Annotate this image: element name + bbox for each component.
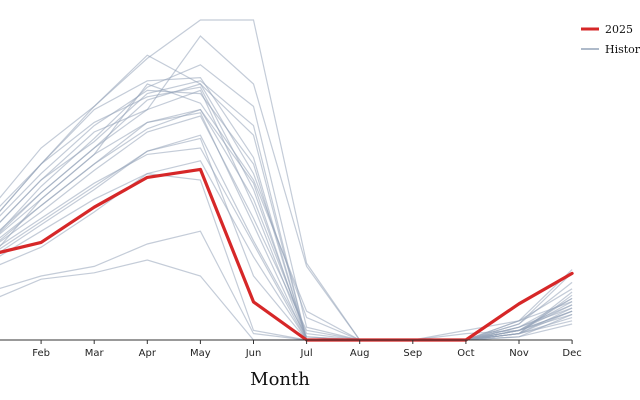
historical-line-hist-10: [0, 160, 573, 341]
x-tick-label-dec: Dec: [562, 348, 581, 359]
x-tick-label-feb: Feb: [32, 348, 50, 359]
highlight-series-group: [0, 167, 574, 342]
historical-line-hist-3: [0, 115, 573, 341]
historical-series-group: [0, 19, 573, 341]
x-axis: Feb Mar Apr May Jun Jul Aug Sep Oct Nov Dec: [0, 339, 582, 359]
x-tick-label-jun: Jun: [245, 348, 262, 359]
historical-line-hist-19: [0, 134, 573, 341]
x-axis-title: Month: [250, 369, 310, 390]
historical-line-hist-21: [0, 19, 573, 341]
series-line-2025: [0, 167, 574, 342]
x-tick-label-oct: Oct: [457, 348, 474, 359]
x-tick-label-jul: Jul: [300, 348, 313, 359]
x-tick-label-aug: Aug: [350, 348, 370, 359]
legend-label-historical: Historical: [605, 43, 640, 56]
x-tick-label-mar: Mar: [85, 348, 105, 359]
x-tick-label-sep: Sep: [403, 348, 422, 359]
historical-line-hist-16: [0, 89, 573, 341]
legend: 2025 Historical: [581, 23, 640, 56]
historical-line-hist-14: [0, 80, 573, 341]
x-tick-label-may: May: [190, 348, 211, 359]
x-tick-label-nov: Nov: [509, 348, 529, 359]
legend-label-2025: 2025: [605, 23, 633, 36]
historical-line-hist-22: [0, 112, 573, 341]
x-tick-label-apr: Apr: [139, 348, 157, 359]
historical-line-hist-17: [0, 108, 573, 341]
historical-line-hist-8: [0, 108, 573, 341]
